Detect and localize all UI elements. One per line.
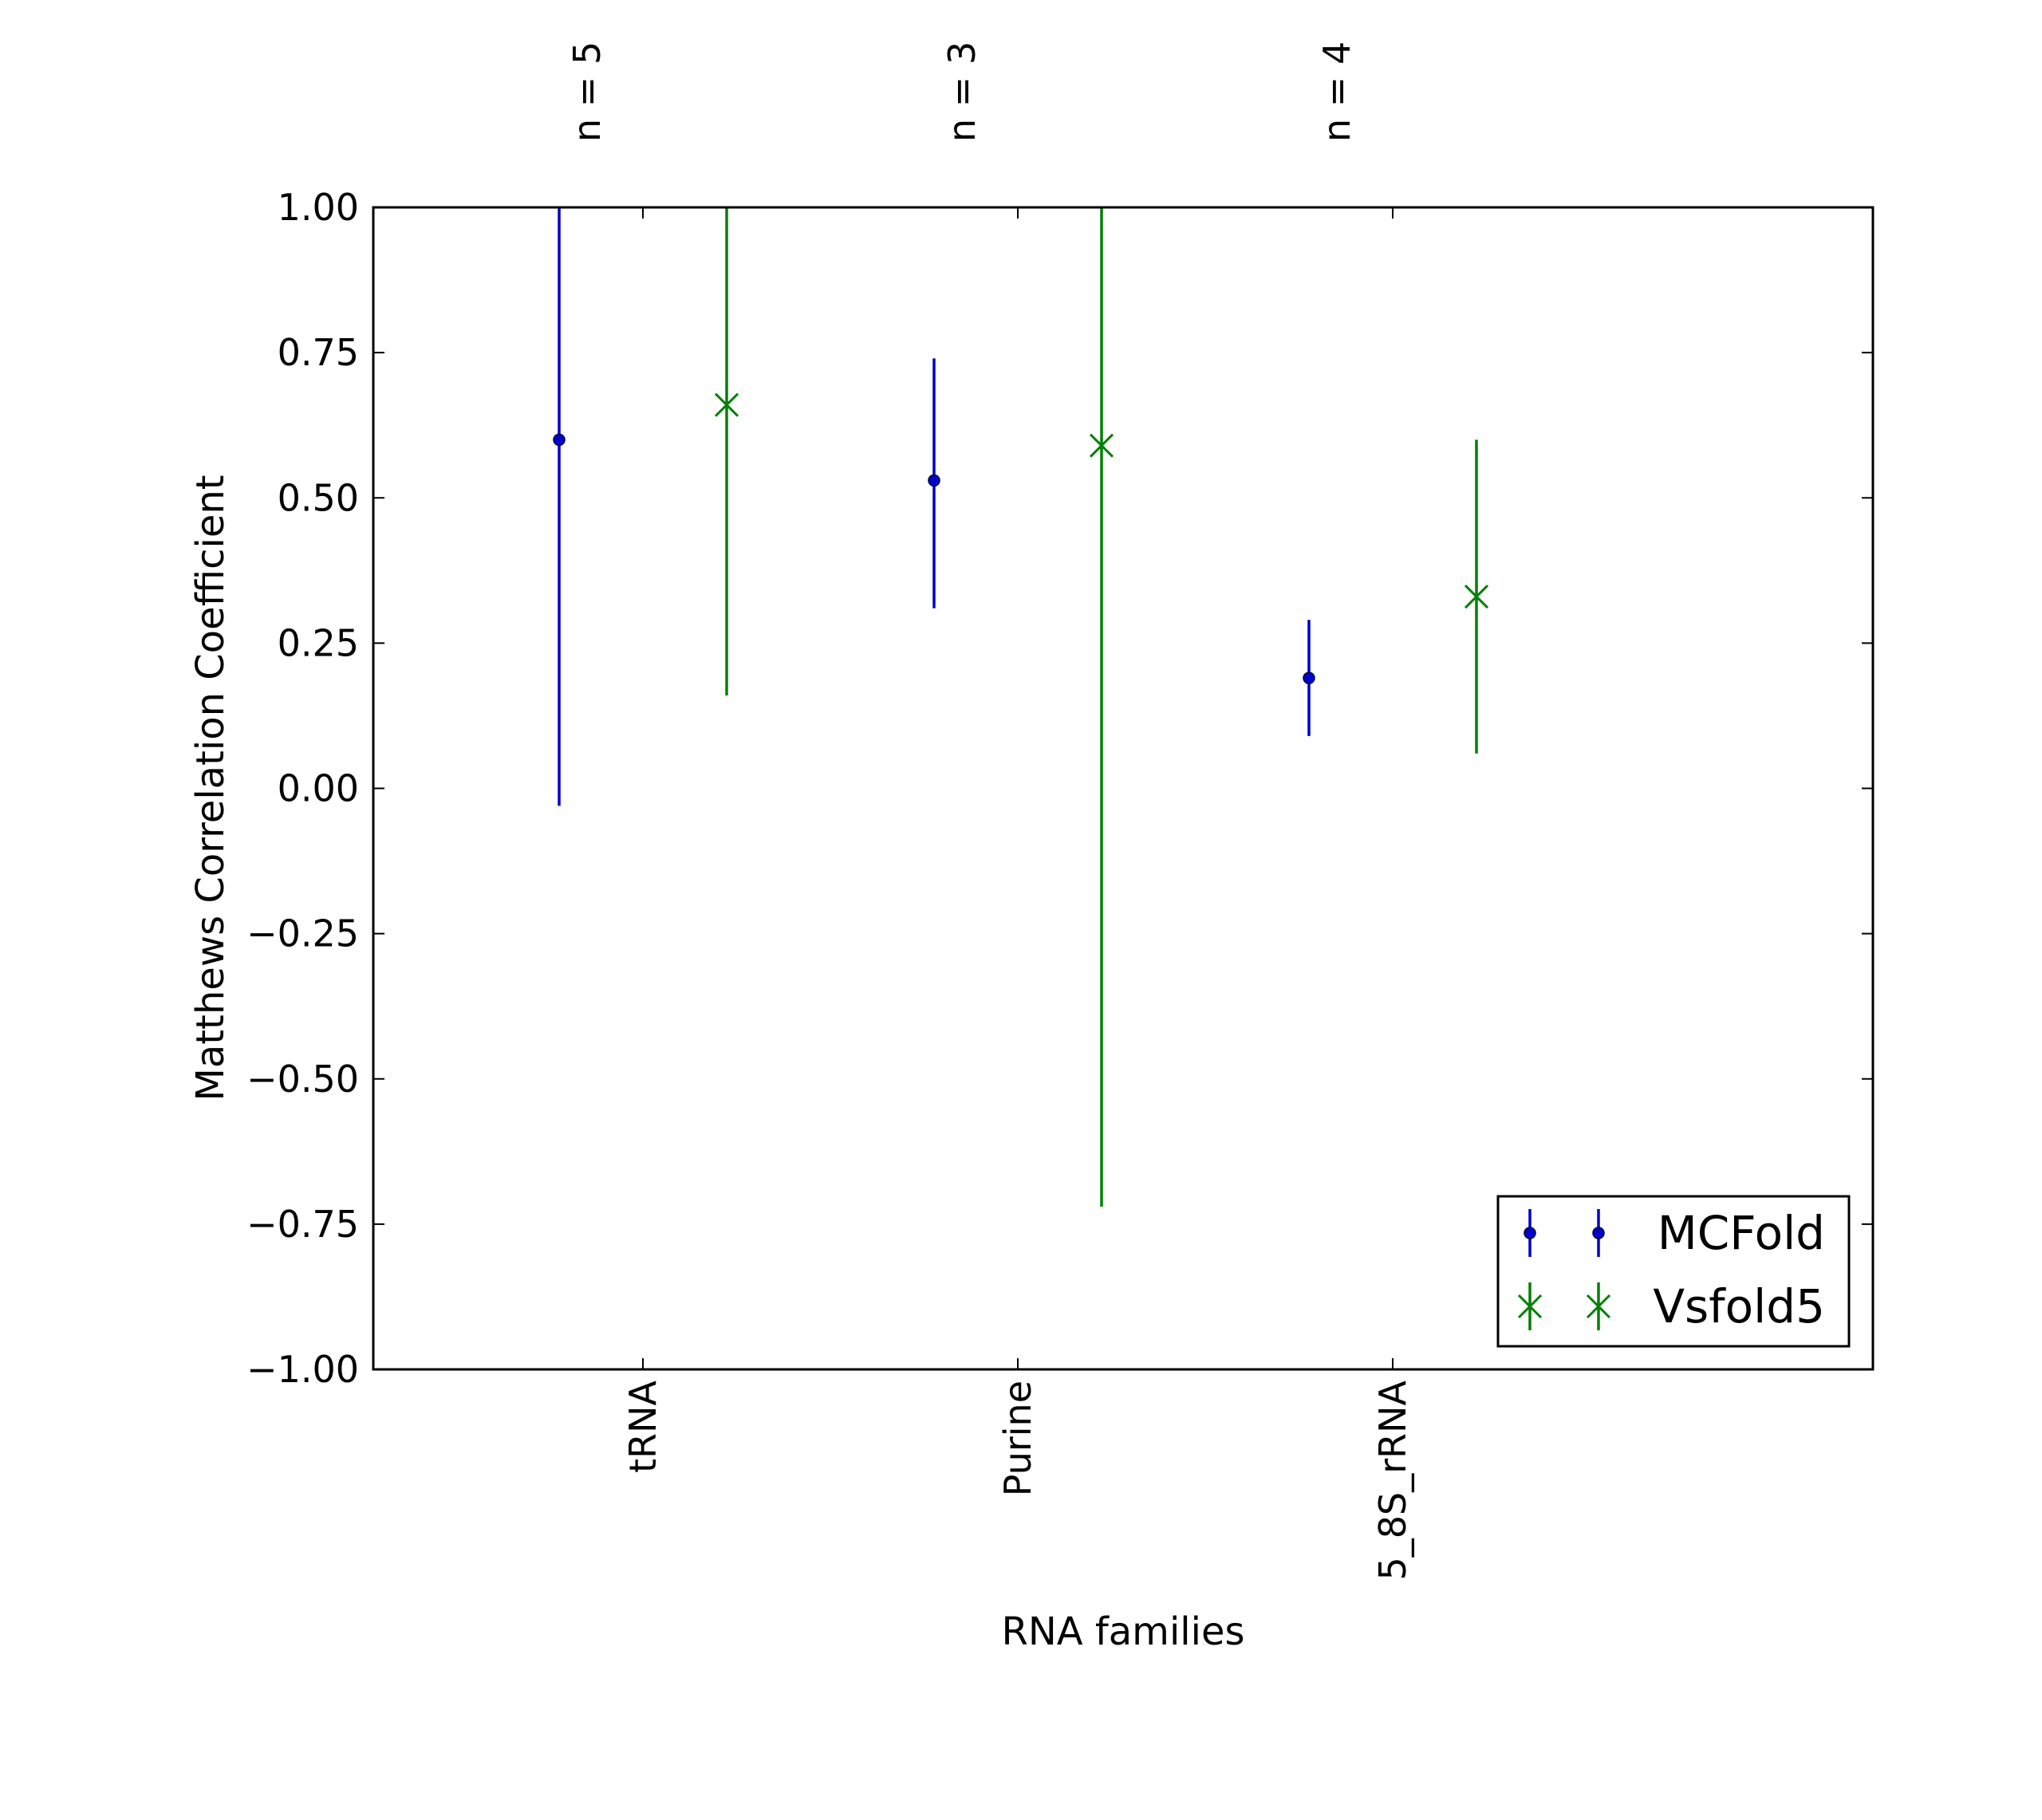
x-tick-label: tRNA (621, 1380, 664, 1472)
legend-swatch-marker (1524, 1227, 1536, 1239)
y-tick-label: −0.50 (246, 1058, 359, 1101)
y-tick-label: 1.00 (278, 186, 359, 229)
top-annotation: n = 3 (940, 41, 984, 142)
legend-swatch-marker (1592, 1227, 1605, 1239)
x-tick-label: Purine (996, 1381, 1039, 1496)
data-point (928, 474, 940, 487)
top-annotation: n = 4 (1315, 41, 1358, 142)
data-point (1464, 585, 1489, 609)
legend-entries: MCFold Vsfold5 (1517, 1206, 1825, 1333)
y-tick-label: −0.25 (246, 912, 359, 955)
legend: MCFold Vsfold5 (1496, 1195, 1851, 1348)
data-point (553, 433, 566, 447)
legend-swatch-marker (1586, 1294, 1611, 1319)
y-tick-label: 0.75 (278, 331, 359, 374)
legend-label: MCFold (1658, 1206, 1825, 1260)
y-tick-label: 0.25 (278, 621, 359, 664)
y-tick-label: −1.00 (246, 1348, 359, 1391)
top-annotation: n = 5 (566, 41, 609, 142)
data-point (714, 392, 739, 417)
plot-layer (553, 207, 1489, 1207)
y-tick-label: −0.75 (246, 1203, 359, 1246)
legend-label: Vsfold5 (1653, 1279, 1825, 1333)
data-point (1089, 433, 1114, 458)
y-tick-label: 0.00 (278, 767, 359, 810)
y-tick-label: 0.50 (278, 476, 359, 519)
legend-swatch-marker (1517, 1294, 1543, 1319)
axis-layer: 1.00 0.75 0.50 0.25 0.00 −0.25 −0.50 −0.75 −1.00… (246, 41, 1873, 1580)
legend-box (1496, 1195, 1851, 1348)
data-point (1303, 672, 1315, 684)
y-axis-label: Matthews Correlation Coefficient (188, 475, 233, 1101)
x-tick-label: 5_8S_rRNA (1371, 1380, 1414, 1580)
x-axis-label: RNA families (1002, 1609, 1245, 1654)
